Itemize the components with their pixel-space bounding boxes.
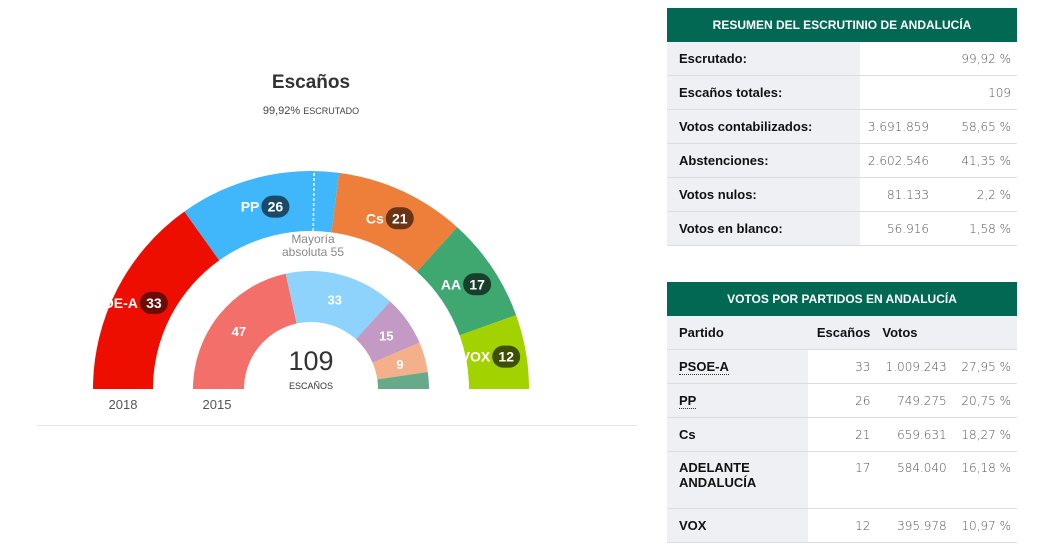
party-seats: 17 <box>808 451 877 509</box>
seat-count-2015: 47 <box>232 324 246 339</box>
summary-label: Abstenciones: <box>667 143 860 178</box>
seat-count: 26 <box>268 199 284 215</box>
seat-badge <box>385 207 414 230</box>
divider <box>37 425 637 426</box>
party-votes: 659.631 <box>876 417 953 452</box>
party-link[interactable]: PSOE-A <box>679 359 729 375</box>
summary-row: Escrutado: 99,92 % <box>667 42 1017 76</box>
chart-title: Escaños <box>271 72 351 93</box>
col-header: Escaños <box>808 316 877 350</box>
summary-value: 2.602.546 <box>860 143 935 178</box>
ring-year-label: 2015 <box>203 397 232 412</box>
party-percent: 10,97 % <box>952 508 1017 543</box>
party-cell: PSOE-A <box>667 349 808 384</box>
party-votes: 584.040 <box>876 451 953 509</box>
party-votes: 1.009.243 <box>876 349 953 384</box>
seat-count-2015: 33 <box>327 293 341 308</box>
seat-badge <box>463 273 492 296</box>
party-row: PSOE-A 33 1.009.243 27,95 % <box>667 349 1017 384</box>
ring-year-label: 2018 <box>109 397 138 412</box>
party-percent: 18,27 % <box>952 417 1017 452</box>
party-row: VOX 12 395.978 10,97 % <box>667 508 1017 543</box>
seat-segment-2018-1 <box>184 171 340 261</box>
party-label: PP <box>241 199 260 215</box>
summary-label: Votos contabilizados: <box>667 109 860 144</box>
party-percent: 20,75 % <box>952 383 1017 418</box>
summary-row: Votos nulos: 81.133 2,2 % <box>667 177 1017 212</box>
summary-row: Abstenciones: 2.602.546 41,35 % <box>667 143 1017 178</box>
parties-title: VOTOS POR PARTIDOS EN ANDALUCÍA <box>667 282 1017 316</box>
summary-value: 3.691.859 <box>860 109 935 144</box>
seat-segment-2015-4 <box>377 372 429 389</box>
parties-table: VOTOS POR PARTIDOS EN ANDALUCÍA Partido E… <box>667 282 1017 543</box>
summary-value: 56.916 <box>860 211 935 246</box>
party-label: AA <box>441 276 461 292</box>
col-header: Partido <box>667 316 808 350</box>
chart-subtitle: 99,92% ESCRUTADO <box>262 105 360 117</box>
summary-value: 81.133 <box>860 177 935 212</box>
majority-label: Mayoría <box>291 232 335 246</box>
party-seats: 26 <box>808 383 877 418</box>
party-cell: VOX <box>667 508 808 543</box>
summary-percent: 99,92 % <box>935 42 1017 76</box>
seat-badge <box>139 291 168 314</box>
party-row: PP 26 749.275 20,75 % <box>667 383 1017 418</box>
party-row: Cs 21 659.631 18,27 % <box>667 417 1017 452</box>
party-label: Cs <box>366 210 384 226</box>
party-seats: 33 <box>808 349 877 384</box>
summary-label: Votos en blanco: <box>667 211 860 246</box>
summary-table: RESUMEN DEL ESCRUTINIO DE ANDALUCÍA Escr… <box>667 8 1017 246</box>
party-cell: ADELANTE ANDALUCÍA <box>667 451 808 509</box>
summary-row: Votos contabilizados: 3.691.859 58,65 % <box>667 109 1017 144</box>
seat-segment-2015-1 <box>285 271 391 340</box>
col-header: Votos <box>876 316 953 350</box>
total-seats: 109 <box>288 346 333 376</box>
parties-header: Partido Escaños Votos <box>667 316 1017 350</box>
summary-row: Escaños totales: 109 <box>667 75 1017 110</box>
summary-value <box>860 42 935 76</box>
seat-badge <box>261 195 290 218</box>
summary-percent: 109 <box>935 75 1017 110</box>
total-seats-label: ESCAÑOS <box>289 381 333 391</box>
summary-title: RESUMEN DEL ESCRUTINIO DE ANDALUCÍA <box>667 8 1017 42</box>
summary-value <box>860 75 935 110</box>
summary-label: Votos nulos: <box>667 177 860 212</box>
party-name: Cs <box>679 427 696 442</box>
seat-count-2015: 15 <box>379 328 393 343</box>
summary-label: Escrutado: <box>667 42 860 76</box>
summary-percent: 1,58 % <box>935 211 1017 246</box>
party-label: VOX <box>461 349 491 365</box>
party-seats: 21 <box>808 417 877 452</box>
party-row: ADELANTE ANDALUCÍA 17 584.040 16,18 % <box>667 451 1017 509</box>
party-cell: Cs <box>667 417 808 452</box>
parliament-chart: PSOE-A 33 PP 26 Cs 21 AA 17 VOX 12 2018 47 33 159 2015… <box>84 171 529 412</box>
summary-row: Votos en blanco: 56.916 1,58 % <box>667 211 1017 246</box>
summary-label: Escaños totales: <box>667 75 860 110</box>
party-votes: 395.978 <box>876 508 953 543</box>
seat-count: 21 <box>392 210 408 226</box>
party-cell: PP <box>667 383 808 418</box>
majority-line <box>312 171 315 232</box>
party-seats: 12 <box>808 508 877 543</box>
summary-percent: 2,2 % <box>935 177 1017 212</box>
party-link[interactable]: PP <box>679 393 697 409</box>
seat-segment-2015-0 <box>193 273 297 389</box>
majority-label: absoluta 55 <box>282 245 344 259</box>
seat-count: 12 <box>498 349 514 365</box>
seat-count: 17 <box>469 276 485 292</box>
party-votes: 749.275 <box>876 383 953 418</box>
party-name: VOX <box>679 518 707 533</box>
seat-count: 33 <box>146 295 162 311</box>
party-percent: 16,18 % <box>952 451 1017 509</box>
seat-segment-2015-2 <box>355 301 420 363</box>
party-label: PSOE-A <box>84 295 138 311</box>
seat-badge <box>492 345 521 368</box>
seat-count-2015: 9 <box>396 357 403 372</box>
seat-segment-2015-3 <box>372 342 428 380</box>
party-percent: 27,95 % <box>952 349 1017 384</box>
summary-percent: 41,35 % <box>935 143 1017 178</box>
summary-percent: 58,65 % <box>935 109 1017 144</box>
party-name: ADELANTE ANDALUCÍA <box>679 460 757 490</box>
